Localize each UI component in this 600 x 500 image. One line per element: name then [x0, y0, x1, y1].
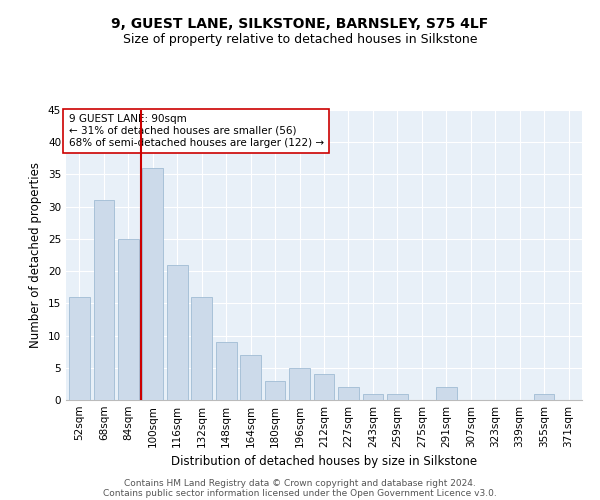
Bar — [338, 387, 359, 400]
Bar — [387, 394, 408, 400]
Text: 9, GUEST LANE, SILKSTONE, BARNSLEY, S75 4LF: 9, GUEST LANE, SILKSTONE, BARNSLEY, S75 … — [112, 18, 488, 32]
Bar — [216, 342, 236, 400]
Text: 9 GUEST LANE: 90sqm
← 31% of detached houses are smaller (56)
68% of semi-detach: 9 GUEST LANE: 90sqm ← 31% of detached ho… — [68, 114, 324, 148]
Bar — [314, 374, 334, 400]
Bar — [142, 168, 163, 400]
X-axis label: Distribution of detached houses by size in Silkstone: Distribution of detached houses by size … — [171, 456, 477, 468]
Text: Contains public sector information licensed under the Open Government Licence v3: Contains public sector information licen… — [103, 488, 497, 498]
Text: Contains HM Land Registry data © Crown copyright and database right 2024.: Contains HM Land Registry data © Crown c… — [124, 478, 476, 488]
Bar — [69, 297, 90, 400]
Bar — [94, 200, 114, 400]
Bar — [534, 394, 554, 400]
Bar — [289, 368, 310, 400]
Text: Size of property relative to detached houses in Silkstone: Size of property relative to detached ho… — [123, 32, 477, 46]
Bar — [436, 387, 457, 400]
Y-axis label: Number of detached properties: Number of detached properties — [29, 162, 43, 348]
Bar — [191, 297, 212, 400]
Bar — [167, 264, 188, 400]
Bar — [265, 380, 286, 400]
Bar — [118, 239, 139, 400]
Bar — [362, 394, 383, 400]
Bar — [240, 355, 261, 400]
